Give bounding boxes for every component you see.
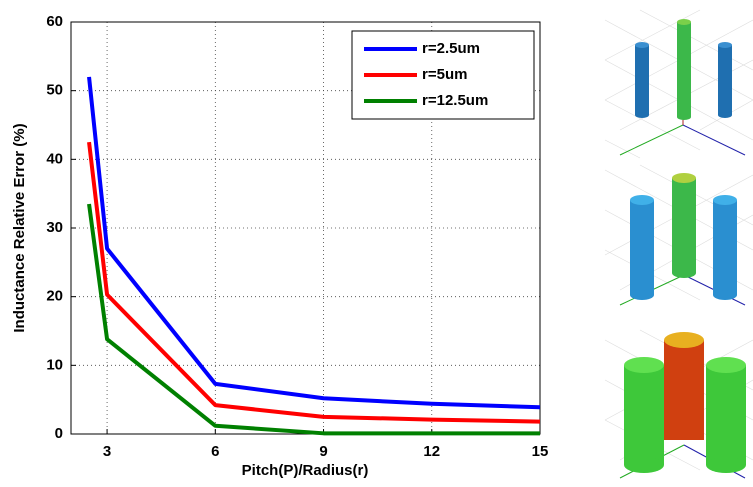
y-tick-label: 30: [46, 219, 63, 236]
render-1: [604, 9, 753, 159]
legend-label: r=2.5um: [422, 40, 480, 57]
x-tick-label: 15: [532, 443, 549, 460]
series-line: [87, 76, 541, 410]
y-tick-label: 0: [55, 425, 63, 442]
x-axis-label: Pitch(P)/Radius(r): [242, 462, 369, 479]
y-tick-label: 60: [46, 13, 63, 30]
render-3: [604, 329, 753, 479]
y-tick-label: 40: [46, 150, 63, 167]
y-tick-label: 10: [46, 356, 63, 373]
legend-label: r=5um: [422, 66, 467, 83]
y-tick-label: 20: [46, 288, 63, 305]
x-tick-label: 12: [423, 443, 440, 460]
x-tick-label: 6: [211, 443, 219, 460]
y-axis-label: Inductance Relative Error (%): [11, 123, 28, 332]
render-2: [604, 164, 753, 306]
render-panels: [604, 9, 753, 479]
series-line: [87, 141, 541, 424]
legend-label: r=12.5um: [422, 92, 488, 109]
x-tick-label: 9: [319, 443, 327, 460]
series-line: [87, 203, 540, 436]
x-tick-label: 3: [103, 443, 111, 460]
y-tick-label: 50: [46, 82, 63, 99]
